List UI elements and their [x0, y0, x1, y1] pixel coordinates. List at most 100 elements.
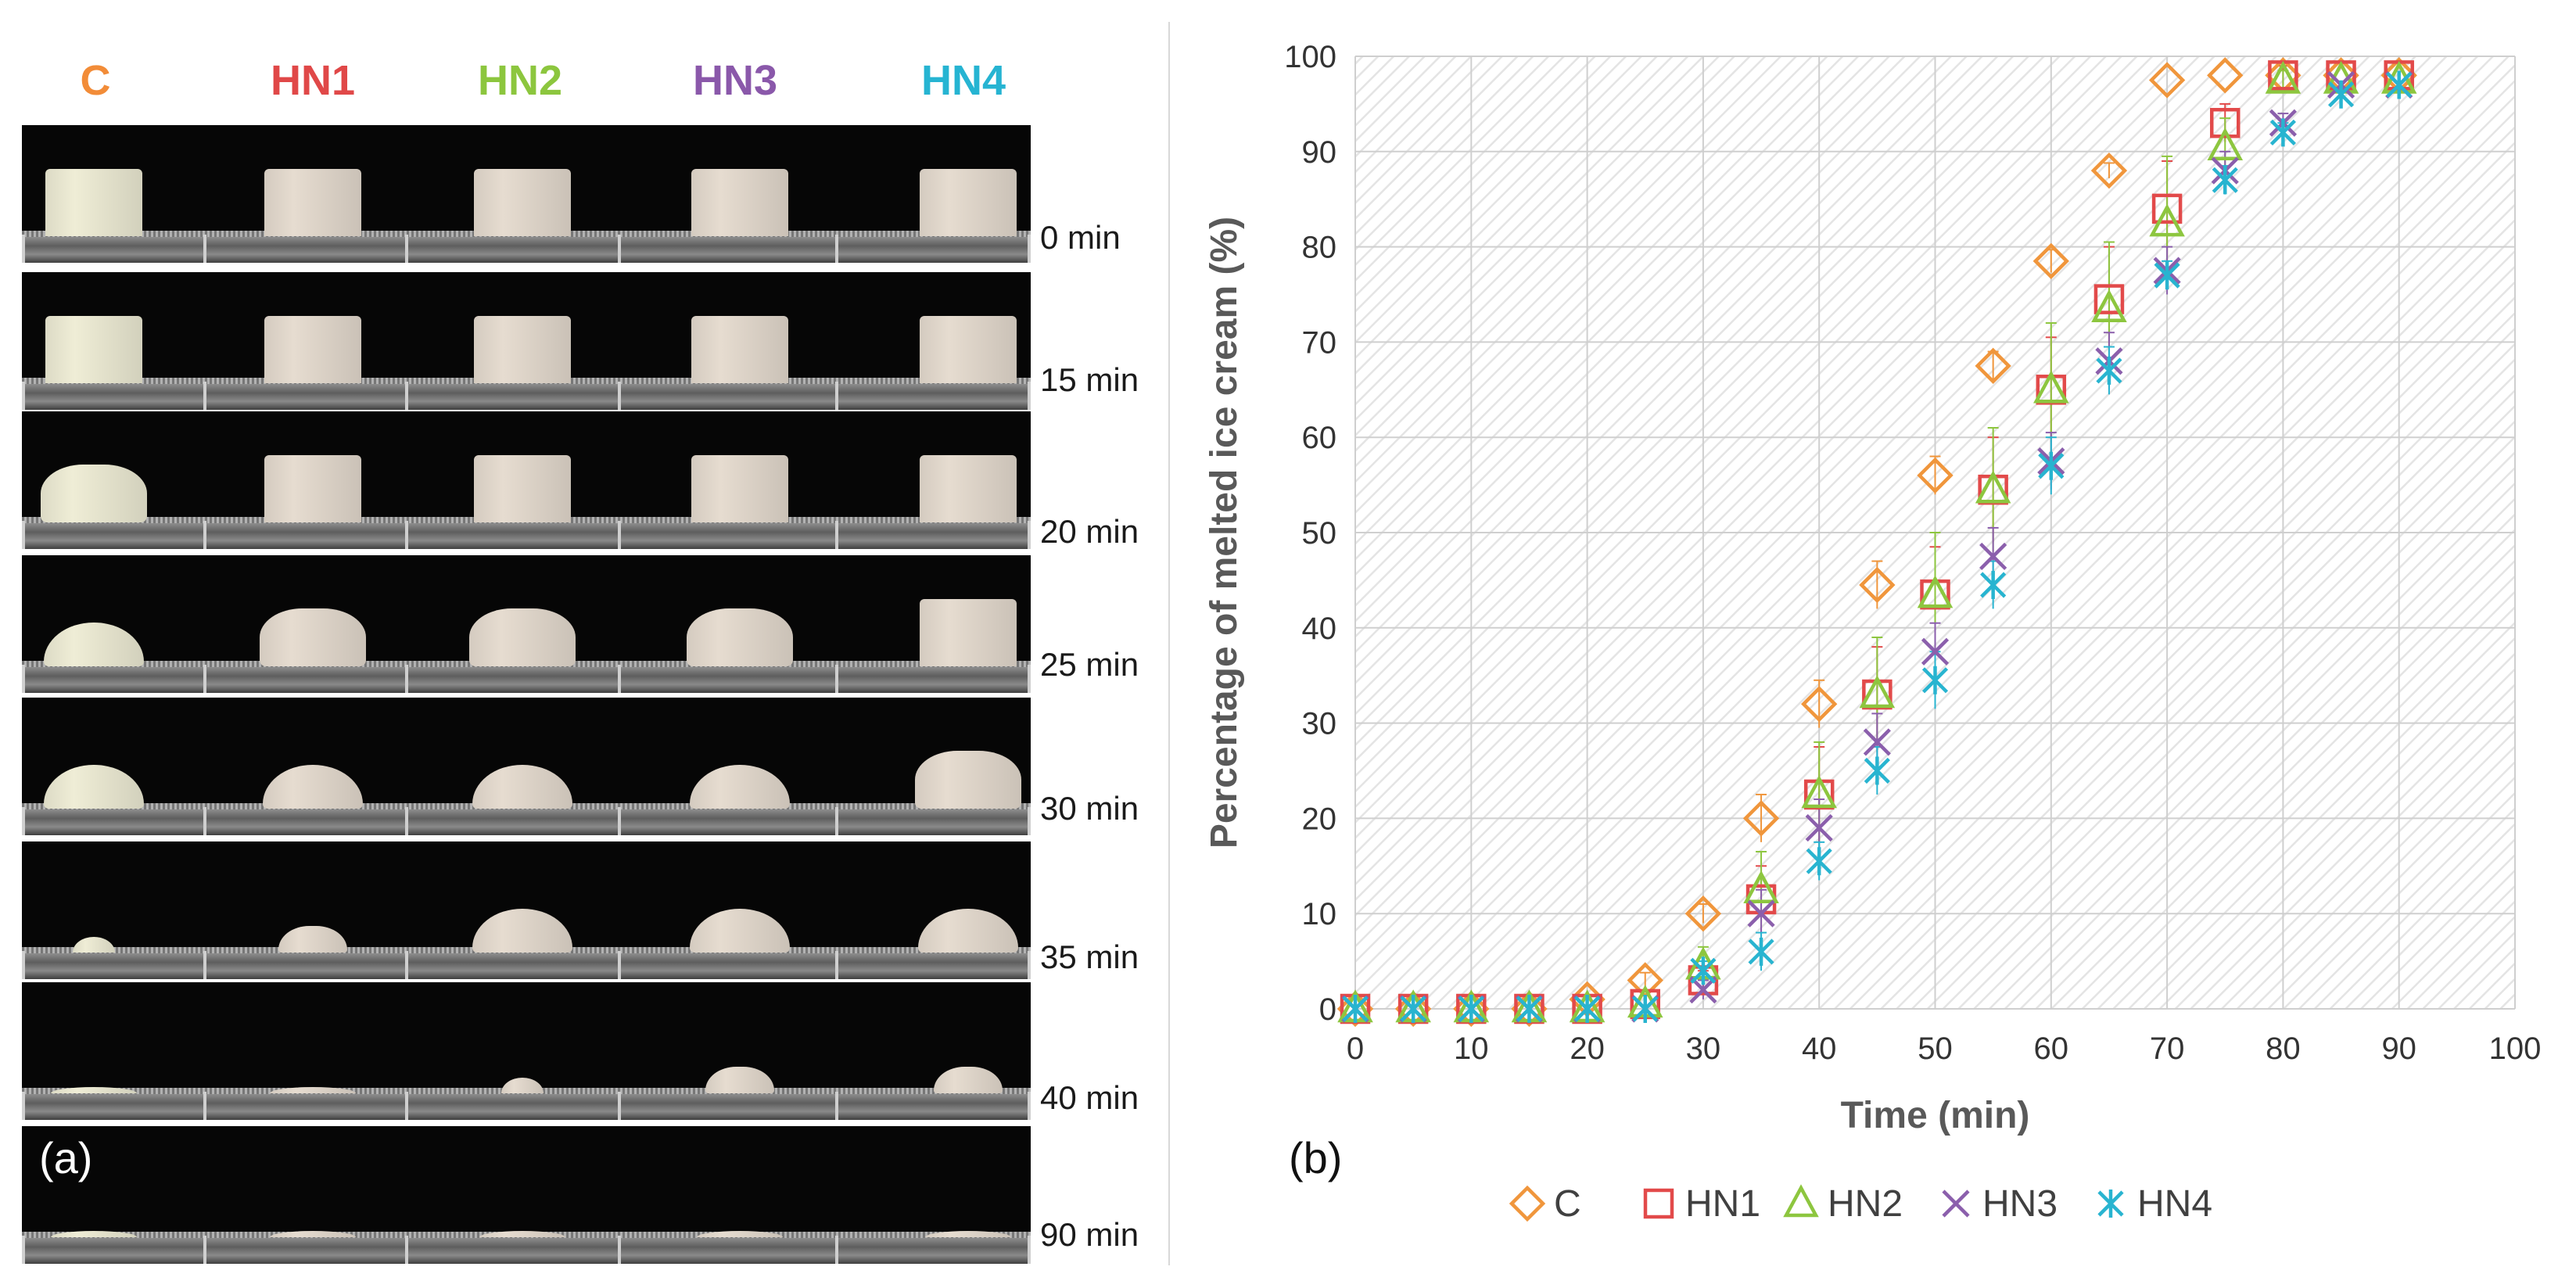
y-tick-label: 100	[1284, 40, 1336, 74]
tray-divider	[405, 1236, 408, 1264]
tray-divider	[618, 235, 621, 263]
data-point-hn4	[2386, 70, 2413, 99]
legend-marker-hn2	[1783, 1184, 1819, 1218]
tray-divider	[618, 382, 621, 410]
tray-divider	[22, 951, 25, 979]
ice-cream-sample-hn3	[691, 316, 788, 383]
ice-cream-sample-hn2	[472, 765, 572, 809]
tray-divider	[618, 951, 621, 979]
photo-row-5	[22, 698, 1031, 835]
data-point-hn1	[2151, 193, 2183, 224]
y-tick-label: 10	[1302, 897, 1337, 931]
column-label-hn4: HN4	[920, 57, 1006, 104]
legend-marker-hn4	[2097, 1190, 2124, 1218]
data-point-hn1	[2093, 284, 2125, 314]
time-label: 15 min	[1040, 361, 1139, 398]
data-point-hn3	[1863, 728, 1891, 756]
photo-row-3	[22, 411, 1031, 549]
tray	[22, 517, 1031, 549]
legend-item-hn1: HN1	[1643, 1183, 1760, 1225]
legend-item-hn2: HN2	[1783, 1183, 1903, 1225]
tray-divider	[1028, 1092, 1031, 1120]
data-point-c	[1511, 990, 1548, 1028]
tray-divider	[22, 235, 25, 263]
tray-divider	[22, 1092, 25, 1120]
data-point-hn4	[1690, 956, 1717, 985]
tray-divider	[618, 807, 621, 835]
ice-cream-sample-hn4	[920, 316, 1017, 383]
time-label: 40 min	[1040, 1079, 1139, 1116]
time-label: 25 min	[1040, 646, 1139, 683]
ice-cream-sample-c	[73, 937, 115, 953]
data-point-hn4	[1980, 570, 2007, 599]
tray-divider	[203, 951, 206, 979]
data-point-hn4	[1516, 995, 1543, 1023]
tray-divider	[618, 665, 621, 693]
x-tick-label: 40	[1802, 1032, 1837, 1066]
tray-divider	[835, 807, 838, 835]
ice-cream-sample-hn3	[691, 455, 788, 522]
y-axis-title: Percentage of melted ice cream (%)	[1204, 217, 1245, 849]
tray-divider	[618, 1236, 621, 1264]
ice-cream-sample-hn3	[690, 765, 790, 809]
ice-cream-sample-hn4	[920, 169, 1017, 236]
tray-divider	[405, 665, 408, 693]
tray-divider	[203, 235, 206, 263]
time-label: 20 min	[1040, 513, 1139, 550]
y-tick-label: 20	[1302, 802, 1337, 836]
data-point-c	[1453, 990, 1490, 1028]
data-point-hn4	[1748, 937, 1774, 966]
data-point-hn2	[2091, 289, 2127, 323]
data-point-hn2	[2033, 370, 2069, 404]
x-tick-label: 10	[1454, 1032, 1489, 1066]
legend-marker-c	[1509, 1185, 1546, 1222]
tray-divider	[835, 1236, 838, 1264]
tray-divider	[203, 382, 206, 410]
photo-row-8	[22, 1126, 1031, 1264]
tray-divider	[1028, 1236, 1031, 1264]
ice-cream-sample-hn2	[469, 608, 576, 666]
data-point-c	[2207, 57, 2244, 94]
tray-divider	[405, 807, 408, 835]
legend-item-c: C	[1509, 1183, 1581, 1225]
tray-divider	[1028, 807, 1031, 835]
tray-divider	[405, 382, 408, 410]
tray-divider	[835, 382, 838, 410]
legend-marker-hn3	[1942, 1190, 1970, 1218]
legend-item-hn3: HN3	[1942, 1183, 2058, 1225]
data-point-hn1	[2210, 108, 2241, 138]
tray	[22, 803, 1031, 835]
data-point-c	[1336, 990, 1374, 1028]
y-tick-label: 50	[1302, 516, 1337, 551]
column-label-hn2: HN2	[477, 57, 563, 104]
tray-divider	[203, 665, 206, 693]
data-point-hn4	[2269, 118, 2296, 147]
photo-panel: C HN1 HN2 HN3 HN4 0 min 15 min 20 min 25 mi…	[0, 0, 1139, 1281]
ice-cream-sample-c	[45, 169, 142, 236]
ice-cream-sample-hn4	[920, 599, 1017, 666]
tray-divider	[405, 951, 408, 979]
data-point-hn4	[1458, 995, 1484, 1023]
tray	[22, 1232, 1031, 1264]
data-point-hn2	[1975, 470, 2011, 504]
data-point-c	[2032, 242, 2069, 280]
data-point-hn3	[1979, 542, 2007, 571]
data-point-hn2	[2207, 127, 2244, 160]
ice-cream-sample-c	[51, 1231, 137, 1237]
ice-cream-sample-hn1	[264, 169, 361, 236]
tray-divider	[835, 235, 838, 263]
x-tick-label: 70	[2150, 1032, 2185, 1066]
legend-label: HN2	[1828, 1183, 1903, 1225]
ice-cream-sample-hn1	[278, 926, 347, 953]
ice-cream-sample-hn1	[260, 608, 366, 666]
legend-marker-hn1	[1643, 1188, 1674, 1219]
data-point-hn2	[1743, 870, 1779, 903]
data-point-hn2	[1801, 775, 1837, 809]
data-point-c	[2148, 62, 2186, 99]
tray-divider	[22, 665, 25, 693]
x-tick-label: 80	[2266, 1032, 2301, 1066]
tray	[22, 1088, 1031, 1120]
melting-chart: 0 10 20 30 40 50 60 70 80 90 100 0 10 20 30 40 50 60 70 80 9…	[1204, 40, 2541, 1225]
data-point-hn4	[2038, 451, 2065, 480]
data-point-c	[1859, 566, 1896, 604]
